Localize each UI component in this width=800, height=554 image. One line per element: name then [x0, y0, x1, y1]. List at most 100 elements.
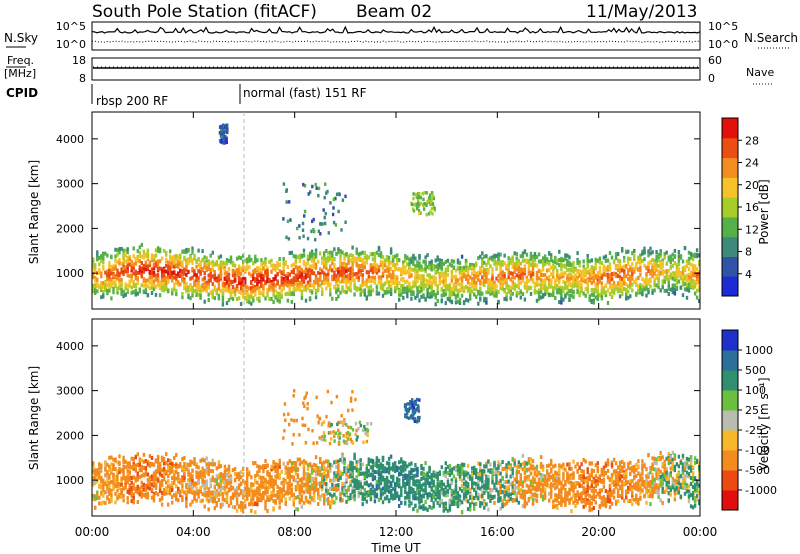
power-cell: [434, 269, 437, 274]
power-cell: [353, 258, 356, 263]
power-cell: [389, 250, 393, 254]
power-cell: [507, 287, 510, 292]
vel-cell: [116, 469, 119, 474]
power-cell: [110, 277, 113, 282]
power-cell: [442, 291, 445, 296]
vel-cell: [274, 464, 277, 469]
power-cell: [116, 259, 119, 264]
vel-cell: [278, 476, 281, 481]
power-patch-cell: [341, 198, 345, 202]
power-cell: [645, 282, 648, 287]
vel-cell: [276, 465, 279, 470]
vel-cell: [215, 500, 218, 505]
vel-cell: [282, 479, 285, 484]
power-cell: [550, 253, 553, 258]
power-cell: [489, 291, 492, 296]
vel-cell: [239, 481, 243, 486]
vel-cell: [187, 483, 190, 488]
vel-cell: [96, 468, 99, 473]
power-cell: [602, 272, 606, 277]
power-cell: [469, 275, 472, 280]
vel-cell: [167, 463, 170, 468]
power-cell: [122, 272, 125, 277]
power-cell: [558, 263, 561, 268]
vel-cell: [246, 479, 249, 484]
power-cell: [466, 298, 470, 303]
power-cell: [235, 283, 239, 288]
power-cell: [112, 290, 115, 295]
power-patch-cell: [344, 194, 347, 199]
power-cell: [517, 274, 520, 279]
power-cell: [203, 260, 206, 265]
power-cell: [280, 276, 283, 281]
power-cell: [639, 268, 642, 273]
power-patch-cell: [225, 127, 229, 131]
vel-cell: [274, 481, 277, 486]
power-cell: [298, 270, 302, 275]
power-cell: [434, 280, 437, 285]
vel-cell: [288, 476, 291, 481]
power-cell: [387, 289, 391, 294]
power-cell: [325, 261, 328, 265]
vel-cell: [227, 481, 231, 486]
vel-cell: [162, 488, 166, 492]
vel-cell: [167, 458, 170, 463]
power-cell: [385, 255, 389, 259]
power-cell: [142, 263, 146, 268]
power-cell: [586, 283, 589, 288]
power-patch-cell: [422, 202, 425, 207]
power-patch-cell: [414, 192, 417, 197]
vel-cell: [270, 490, 273, 495]
power-cell: [341, 266, 344, 271]
power-cell: [592, 272, 595, 277]
power-cell: [144, 288, 148, 293]
power-cell: [282, 272, 285, 277]
vel-cell: [134, 478, 137, 483]
power-cell: [481, 257, 484, 262]
power-cell: [430, 275, 433, 280]
power-cell: [359, 292, 362, 297]
power-cell: [659, 254, 662, 259]
power-cell: [685, 295, 689, 300]
vel-cell: [272, 478, 275, 483]
vel-cell: [298, 484, 302, 488]
power-cell: [195, 278, 198, 283]
vel-cell: [169, 459, 172, 463]
power-cell: [529, 270, 533, 275]
power-cell: [345, 290, 348, 295]
power-cell: [187, 248, 190, 252]
power-cell: [489, 285, 492, 290]
power-cell: [499, 271, 502, 276]
vel-cell: [144, 466, 148, 471]
power-cell: [612, 283, 616, 288]
power-cell: [608, 273, 612, 278]
power-cell: [416, 279, 419, 284]
power-cell: [148, 286, 152, 290]
freq-left-tick-top: 18: [72, 54, 86, 67]
vel-cell: [227, 503, 231, 508]
power-cell: [237, 296, 241, 301]
power-cell: [361, 250, 364, 255]
power-cell: [529, 257, 533, 262]
vel-cell: [118, 467, 121, 472]
vel-cell: [132, 482, 135, 487]
power-patch-cell: [301, 221, 305, 226]
power-cell: [426, 280, 429, 285]
power-cell: [683, 281, 687, 286]
power-cell: [150, 291, 154, 295]
power-cell: [631, 271, 634, 276]
power-cell: [191, 261, 194, 265]
vel-cell: [191, 460, 194, 465]
vel-cell: [92, 461, 95, 466]
vel-cell: [205, 491, 208, 495]
date-label: 11/May/2013: [586, 2, 698, 22]
power-cell: [485, 270, 488, 275]
power-cell: [552, 259, 555, 264]
vel-cell: [235, 494, 239, 499]
vel-cell: [223, 472, 227, 477]
vel-cell: [189, 487, 192, 492]
power-cell: [677, 250, 681, 254]
power-cell: [501, 260, 504, 265]
power-cell: [171, 291, 174, 296]
vel-cell: [110, 480, 113, 484]
